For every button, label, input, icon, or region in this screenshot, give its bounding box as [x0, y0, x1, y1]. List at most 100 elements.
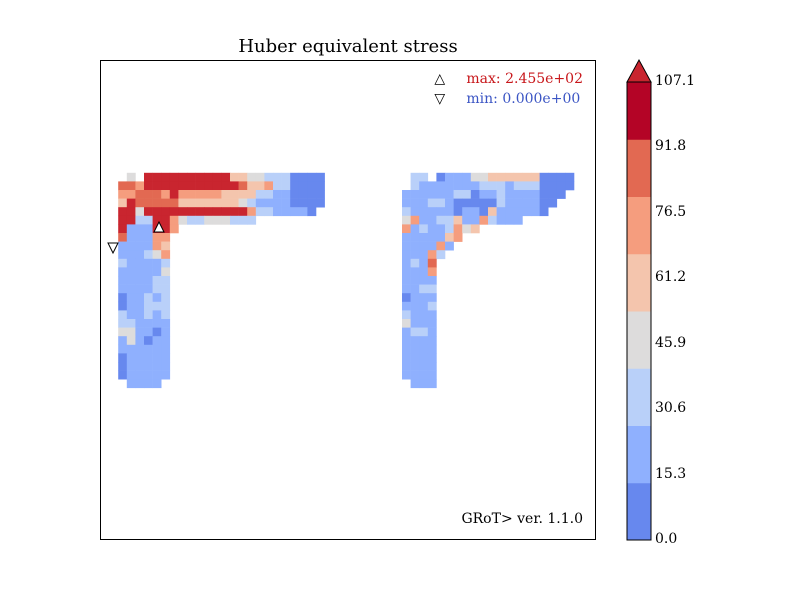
stress-cell	[126, 190, 136, 199]
colorbar-band	[627, 311, 651, 369]
stress-cell	[307, 190, 317, 199]
stress-cell	[126, 301, 136, 311]
stress-cell	[187, 215, 196, 225]
stress-cell	[445, 190, 454, 199]
stress-cell	[118, 327, 128, 337]
stress-cell	[230, 207, 239, 217]
stress-cell	[126, 258, 136, 268]
stress-cell	[410, 233, 420, 242]
stress-cell	[419, 293, 429, 303]
stress-cell	[152, 379, 162, 389]
stress-cell	[402, 233, 411, 242]
stress-cell	[453, 172, 463, 182]
stress-cell	[152, 284, 162, 294]
stress-cell	[505, 215, 515, 225]
colorbar-tick-label: 61.2	[655, 269, 687, 286]
stress-cell	[152, 319, 162, 328]
stress-cell	[144, 224, 153, 234]
stress-cell	[419, 207, 429, 217]
stress-cell	[264, 181, 274, 191]
stress-cell	[152, 190, 162, 199]
stress-cell	[419, 379, 429, 389]
stress-cell	[470, 190, 480, 199]
stress-cell	[135, 353, 145, 363]
stress-cell	[402, 224, 411, 234]
stress-cell	[402, 301, 411, 311]
stress-cell	[419, 267, 429, 277]
stress-cell	[419, 215, 429, 225]
stress-cell	[126, 181, 136, 191]
stress-cell	[204, 215, 214, 225]
stress-cell	[445, 233, 454, 242]
plot-area: △ max: 2.455e+02 ▽ min: 0.000e+00 GRoT> …	[100, 60, 596, 540]
stress-cell	[462, 207, 472, 217]
stress-cell	[316, 190, 325, 199]
stress-cell	[161, 241, 171, 251]
stress-cell	[169, 181, 179, 191]
stress-cell	[427, 267, 437, 277]
stress-cell	[445, 198, 454, 208]
stress-cell	[402, 327, 411, 337]
stress-cell	[144, 353, 153, 363]
colorbar-band	[627, 196, 651, 255]
stress-cell	[118, 181, 128, 191]
stress-cell	[221, 215, 231, 225]
stress-cell	[135, 370, 145, 380]
stress-cell	[161, 233, 171, 242]
stress-cell	[152, 353, 162, 363]
stress-cell	[531, 181, 540, 191]
stress-cell	[126, 250, 136, 260]
stress-cell	[204, 172, 214, 182]
stress-cell	[419, 224, 429, 234]
stress-cell	[410, 293, 420, 303]
stress-cell	[126, 319, 136, 328]
stress-cell	[427, 198, 437, 208]
stress-cell	[298, 172, 308, 182]
stress-cell	[238, 198, 248, 208]
stress-cell	[161, 310, 171, 320]
stress-cell	[445, 241, 454, 251]
stress-cell	[118, 267, 128, 277]
max-label: max: 2.455e+02	[466, 71, 583, 87]
stress-cell	[204, 207, 214, 217]
stress-cell	[402, 353, 411, 363]
stress-cell	[505, 190, 515, 199]
stress-cell	[436, 215, 446, 225]
stress-cell	[212, 198, 222, 208]
stress-cell	[402, 250, 411, 260]
stress-cell	[161, 181, 171, 191]
stress-cell	[273, 198, 282, 208]
stress-cell	[513, 172, 523, 182]
stress-cell	[290, 190, 300, 199]
stress-cell	[445, 215, 454, 225]
stress-cell	[402, 344, 411, 354]
stress-cell	[496, 172, 506, 182]
stress-cell	[522, 207, 532, 217]
stress-cell	[410, 301, 420, 311]
stress-cell	[273, 190, 282, 199]
colorbar-tick-label: 0.0	[655, 531, 678, 547]
stress-cell	[126, 327, 136, 337]
stress-cell	[273, 207, 282, 217]
stress-cell	[565, 181, 575, 191]
stress-cell	[126, 172, 136, 182]
stress-cell	[402, 362, 411, 371]
stress-cell	[161, 198, 171, 208]
stress-cell	[419, 344, 429, 354]
stress-cell	[144, 284, 153, 294]
stress-cell	[479, 198, 489, 208]
stress-cell	[144, 190, 153, 199]
stress-cell	[402, 276, 411, 285]
stress-cell	[169, 207, 179, 217]
stress-cell	[144, 293, 153, 303]
stress-cell	[152, 344, 162, 354]
stress-cell	[539, 172, 549, 182]
stress-cell	[118, 207, 128, 217]
stress-cell	[152, 233, 162, 242]
stress-cell	[470, 224, 480, 234]
stress-cell	[144, 379, 153, 389]
stress-cell	[410, 250, 420, 260]
stress-cell	[187, 172, 196, 182]
stress-cell	[126, 207, 136, 217]
stress-cell	[410, 362, 420, 371]
